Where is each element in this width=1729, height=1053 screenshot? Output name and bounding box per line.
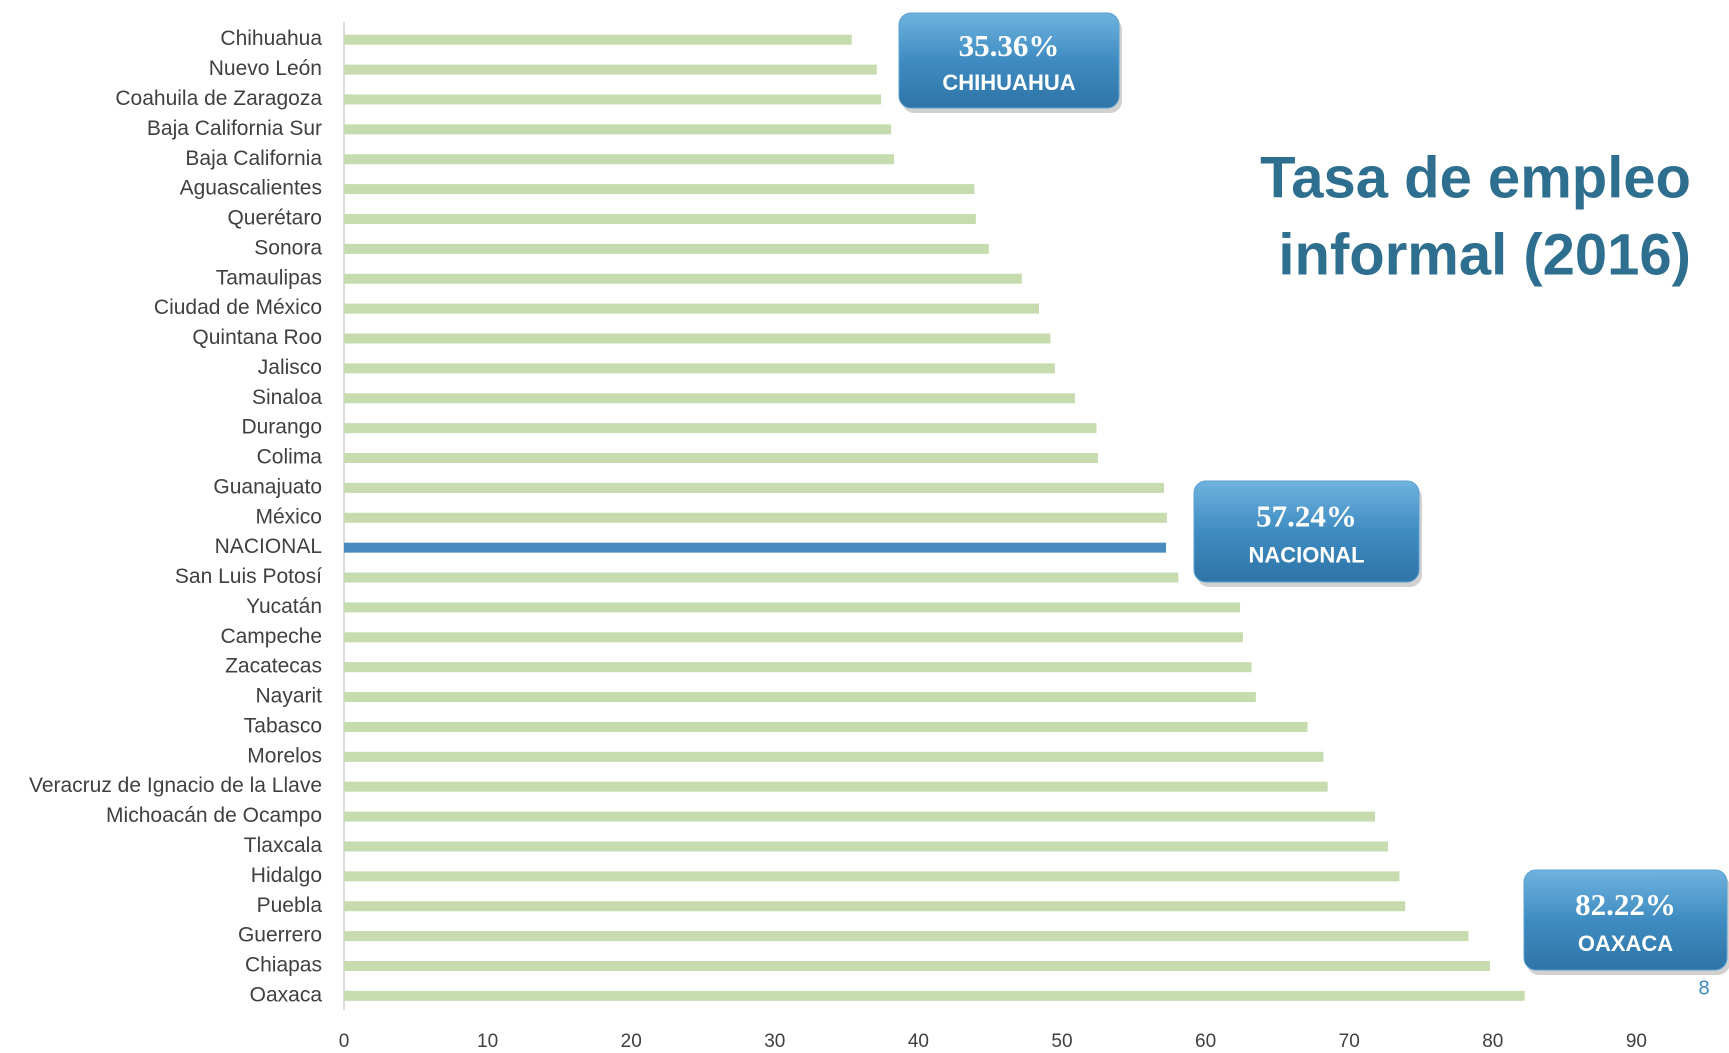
y-tick-label: Coahuila de Zaragoza <box>115 87 322 110</box>
y-tick-label: Guanajuato <box>213 475 322 498</box>
y-tick-label: Aguascalientes <box>180 177 322 200</box>
bar <box>344 602 1241 613</box>
callout-value: 82.22% <box>1575 887 1676 922</box>
bar <box>344 512 1167 523</box>
y-tick-label: Baja California Sur <box>147 117 322 140</box>
bar <box>344 811 1376 822</box>
chart-title: Tasa de empleo <box>1260 145 1691 210</box>
y-tick-label: Campeche <box>220 625 322 648</box>
x-tick-label: 10 <box>477 1031 498 1052</box>
y-tick-label: Chihuahua <box>220 27 322 50</box>
x-tick-label: 40 <box>908 1031 929 1052</box>
y-tick-label: Ciudad de México <box>154 296 322 319</box>
y-tick-label: Colima <box>257 446 323 469</box>
x-tick-label: 0 <box>339 1031 350 1052</box>
bar <box>344 781 1328 792</box>
bar <box>344 423 1097 434</box>
y-tick-label: Yucatán <box>246 595 322 618</box>
y-tick-label: Baja California <box>185 147 322 170</box>
y-tick-label: Puebla <box>257 894 323 917</box>
y-tick-label: Tabasco <box>244 714 322 737</box>
bar <box>344 184 975 195</box>
y-tick-label: Oaxaca <box>250 983 323 1006</box>
x-tick-label: 80 <box>1482 1031 1503 1052</box>
bar <box>344 572 1179 583</box>
bar <box>344 34 852 45</box>
y-tick-label: Tamaulipas <box>216 266 322 289</box>
bar <box>344 453 1098 464</box>
x-tick-label: 30 <box>764 1031 785 1052</box>
bar <box>344 990 1525 1001</box>
bar <box>344 482 1164 493</box>
bar <box>344 333 1051 344</box>
y-tick-label: Nuevo León <box>209 57 322 80</box>
callout-box <box>898 12 1120 109</box>
bar <box>344 960 1490 971</box>
y-tick-label: Sonora <box>254 236 322 259</box>
bar <box>344 901 1406 912</box>
bar <box>344 273 1022 284</box>
bar <box>344 393 1075 404</box>
x-tick-label: 90 <box>1626 1031 1647 1052</box>
bar <box>344 542 1166 553</box>
x-tick-label: 60 <box>1195 1031 1216 1052</box>
bar <box>344 871 1400 882</box>
y-tick-label: Jalisco <box>258 356 322 379</box>
page-number: 8 <box>1698 977 1709 999</box>
y-tick-label: Quintana Roo <box>192 326 322 349</box>
y-tick-label: Michoacán de Ocampo <box>106 804 322 827</box>
y-tick-label: México <box>255 505 322 528</box>
callout-box <box>1523 869 1728 971</box>
y-tick-label: Veracruz de Ignacio de la Llave <box>29 774 322 797</box>
y-tick-label: Sinaloa <box>252 386 322 409</box>
bar <box>344 692 1256 703</box>
callout-name: NACIONAL <box>1248 543 1364 568</box>
bar <box>344 632 1243 643</box>
y-tick-label: NACIONAL <box>215 535 322 558</box>
y-tick-label: Nayarit <box>255 685 322 708</box>
bar <box>344 303 1040 314</box>
y-tick-label: Morelos <box>247 744 322 767</box>
y-tick-label: Durango <box>241 416 322 439</box>
y-tick-label: Hidalgo <box>251 864 322 887</box>
callout-value: 35.36% <box>959 28 1060 63</box>
bar <box>344 213 976 224</box>
y-tick-label: Zacatecas <box>225 655 322 678</box>
y-tick-label: Chiapas <box>245 954 322 977</box>
x-tick-label: 50 <box>1051 1031 1072 1052</box>
bar <box>344 841 1388 852</box>
y-tick-label: Tlaxcala <box>244 834 323 857</box>
callout-name: OAXACA <box>1578 931 1673 956</box>
bar <box>344 243 989 254</box>
y-tick-label: San Luis Potosí <box>175 565 322 588</box>
bar <box>344 124 892 135</box>
callout-value: 57.24% <box>1256 498 1357 533</box>
chart-title: informal (2016) <box>1278 222 1691 287</box>
y-tick-label: Guerrero <box>238 924 322 947</box>
bar <box>344 154 894 165</box>
x-tick-label: 70 <box>1339 1031 1360 1052</box>
bar <box>344 751 1324 762</box>
bar <box>344 721 1308 732</box>
bar <box>344 662 1252 673</box>
callout-box <box>1193 480 1420 583</box>
bar <box>344 64 877 75</box>
callout-name: CHIHUAHUA <box>942 70 1075 95</box>
x-tick-label: 20 <box>621 1031 642 1052</box>
bar <box>344 94 882 105</box>
y-tick-label: Querétaro <box>227 207 322 230</box>
bar <box>344 363 1055 374</box>
bar <box>344 931 1469 942</box>
